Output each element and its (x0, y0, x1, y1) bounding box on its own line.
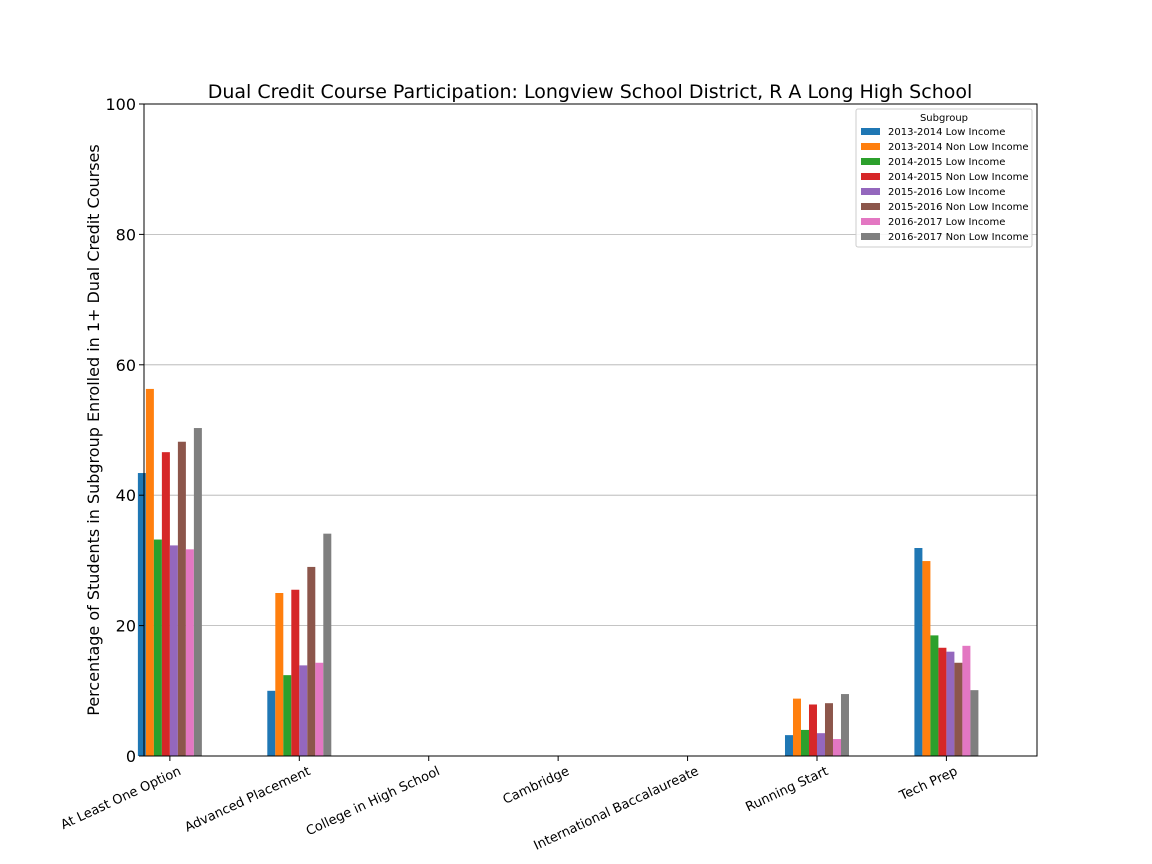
bar (177, 441, 186, 756)
bar (914, 548, 923, 756)
bar (800, 729, 809, 756)
legend-swatch (861, 203, 880, 210)
x-tick-label: Tech Prep (897, 764, 961, 804)
bar (275, 593, 284, 756)
legend-items: 2013-2014 Low Income 2013-2014 Non Low In… (861, 127, 1028, 243)
bar (145, 388, 154, 756)
bar (291, 589, 300, 756)
bar (193, 428, 202, 756)
y-tick-label: 20 (116, 617, 136, 636)
legend-swatch (861, 173, 880, 180)
legend-box (855, 108, 1033, 248)
legend-swatch (861, 233, 880, 240)
legend-label: 2014-2015 Low Income (888, 157, 1005, 168)
legend-label: 2015-2016 Non Low Income (888, 202, 1028, 213)
bar (962, 645, 971, 756)
x-tick-label: At Least One Option (59, 764, 184, 833)
bars (137, 388, 979, 756)
x-tick-label: Advanced Placement (183, 764, 313, 835)
y-tick-label: 100 (105, 95, 136, 114)
bar (267, 690, 276, 756)
bar (153, 539, 162, 756)
bar (784, 735, 793, 756)
bar (930, 635, 939, 756)
legend-label: 2015-2016 Low Income (888, 187, 1005, 198)
bar (315, 662, 324, 756)
y-tick-label: 60 (116, 356, 136, 375)
x-tick-label: Cambridge (501, 764, 572, 808)
legend-swatch (861, 143, 880, 150)
legend-title: Subgroup (920, 113, 968, 124)
bar (307, 566, 316, 756)
bar (954, 662, 963, 756)
bar (283, 675, 292, 756)
x-tick-label: Running Start (744, 764, 831, 815)
legend-label: 2013-2014 Non Low Income (888, 142, 1028, 153)
bar (137, 473, 146, 756)
gridlines (144, 233, 1037, 626)
bar (299, 665, 308, 756)
y-tick-label: 0 (126, 747, 136, 766)
y-tick-label: 40 (116, 486, 136, 505)
bar (840, 694, 849, 756)
bar (946, 651, 955, 756)
chart-title: Dual Credit Course Participation: Longvi… (208, 81, 973, 103)
bar (169, 545, 178, 756)
legend-label: 2013-2014 Low Income (888, 127, 1005, 138)
bar (938, 647, 947, 756)
bar (792, 698, 801, 756)
bar (323, 533, 332, 756)
x-axis-ticks: At Least One Option Advanced PlacementCol… (59, 756, 960, 854)
bar (161, 452, 170, 756)
bar (970, 690, 979, 756)
bar (832, 739, 841, 756)
legend-label: 2016-2017 Low Income (888, 217, 1005, 228)
bar (808, 704, 817, 756)
plot-frame (143, 103, 1038, 757)
y-axis-label: Percentage of Students in Subgroup Enrol… (84, 144, 103, 715)
legend-swatch (861, 218, 880, 225)
legend: Subgroup 2013-2014 Low Income 2013-2014 N… (855, 108, 1033, 248)
legend-label: 2014-2015 Non Low Income (888, 172, 1028, 183)
x-tick-label: College in High School (304, 764, 442, 839)
legend-swatch (861, 158, 880, 165)
bar (185, 549, 194, 756)
legend-swatch (861, 128, 880, 135)
y-axis-ticks: 0 20 40 60 80 100 (105, 95, 144, 766)
legend-swatch (861, 188, 880, 195)
y-tick-label: 80 (116, 225, 136, 244)
bar (816, 733, 825, 756)
bar (824, 703, 833, 756)
bar (922, 561, 931, 756)
legend-label: 2016-2017 Non Low Income (888, 232, 1028, 243)
